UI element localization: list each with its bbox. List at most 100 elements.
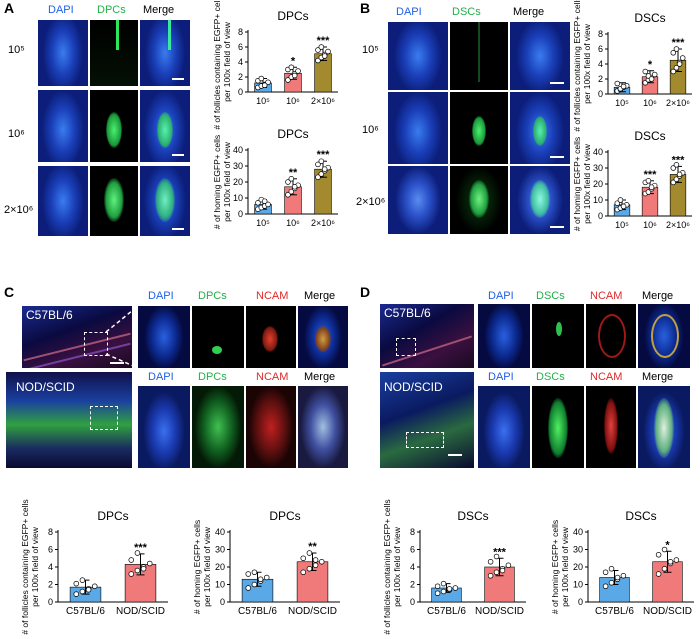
bar-chart-c-right: DPCs # of homing EGFP+ cellsper 100x fiel… [192, 509, 340, 617]
x-tick-label: NOD/SCID [643, 606, 692, 617]
data-point [608, 565, 615, 572]
microscopy-tile [510, 92, 570, 164]
data-point [673, 162, 680, 168]
y-tick-label: 10 [573, 580, 583, 590]
microscopy-tile [298, 386, 348, 468]
significance-label: *** [672, 37, 686, 49]
overview-tile [6, 372, 132, 468]
panel-label-a: A [4, 0, 15, 16]
microscopy-tile [450, 92, 508, 164]
data-point [306, 550, 313, 556]
microscopy-tile [510, 166, 570, 234]
data-point [128, 557, 135, 563]
x-tick-label: 10⁶ [286, 218, 300, 228]
microscopy-tile [450, 22, 508, 90]
x-tick-label: C57BL/6 [66, 606, 105, 617]
row-label-nodscid: NOD/SCID [384, 380, 443, 394]
y-tick-label: 0 [238, 87, 243, 97]
data-point [602, 569, 609, 575]
overview-tile [380, 372, 474, 468]
y-axis-label: # of follicles containing EGFP+ cellsper… [212, 0, 232, 130]
data-point [245, 571, 252, 577]
y-tick-label: 30 [573, 545, 583, 555]
row-label-nodscid: NOD/SCID [16, 380, 75, 394]
data-point [434, 583, 441, 589]
row-label-c57: C57BL/6 [26, 308, 73, 322]
data-point [645, 189, 652, 195]
y-tick-label: 4 [598, 59, 603, 69]
y-tick-label: 40 [233, 145, 243, 155]
data-point [620, 203, 627, 210]
data-point [263, 574, 270, 581]
header-dapi: DAPI [396, 6, 422, 18]
header-dpcs: DPCs [198, 290, 227, 302]
microscopy-tile [388, 92, 448, 164]
scale-bar [172, 78, 184, 80]
data-point [642, 68, 649, 75]
data-point [295, 68, 301, 74]
header-dpcs: DPCs [97, 4, 126, 16]
y-tick-label: 0 [238, 209, 243, 219]
data-point [318, 44, 325, 50]
microscopy-tile [246, 386, 296, 468]
y-tick-label: 6 [410, 545, 415, 555]
y-tick-label: 6 [48, 545, 53, 555]
data-point [493, 553, 500, 560]
data-point [258, 75, 265, 82]
microscopy-tile [638, 386, 690, 468]
microscopy-tile [138, 306, 190, 368]
data-point [79, 588, 86, 595]
y-tick-label: 4 [48, 562, 53, 572]
data-point [300, 555, 307, 561]
y-axis-label: # of homing EGFP+ cellsper 100x field of… [550, 520, 570, 614]
x-tick-label: 2×10⁶ [666, 98, 690, 108]
microscopy-tile [140, 90, 190, 162]
data-point [670, 68, 677, 75]
data-point [255, 200, 261, 206]
data-point [614, 574, 621, 581]
header-dscs: DSCs [536, 290, 565, 302]
data-point [452, 585, 459, 591]
data-point [670, 165, 677, 171]
y-tick-label: 40 [573, 527, 583, 537]
x-tick-label: 10⁵ [615, 98, 629, 108]
data-point [434, 590, 441, 596]
x-tick-label: C57BL/6 [238, 606, 277, 617]
y-axis-label: # of follicles containing EGFP+ cellsper… [572, 0, 592, 132]
data-point [620, 572, 627, 579]
microscopy-tile [450, 166, 508, 234]
significance-label: * [648, 59, 653, 71]
x-tick-label: 10⁵ [256, 96, 270, 106]
data-point [617, 197, 624, 203]
header-ncam: NCAM [256, 371, 289, 383]
panel-label-b: B [360, 0, 371, 16]
data-point [321, 53, 328, 59]
significance-label: *** [317, 149, 331, 161]
panel-label-c: C [4, 284, 15, 300]
data-point [676, 171, 683, 178]
y-axis-label: # of follicles containing EGFP+ cellsper… [20, 499, 40, 634]
y-tick-label: 2 [410, 580, 415, 590]
bar-chart-a-bottom: DPCs # of homing EGFP+ cellsper 100x fiel… [212, 127, 338, 229]
header-merge: Merge [513, 6, 545, 18]
header-merge: Merge [304, 371, 336, 383]
data-point [312, 557, 319, 563]
data-point [134, 550, 141, 556]
data-point [648, 184, 655, 190]
x-tick-label: 2×10⁶ [311, 218, 335, 228]
y-tick-label: 6 [238, 42, 243, 52]
y-axis-label: # of homing EGFP+ cellsper 100x field of… [572, 137, 592, 231]
data-point [620, 83, 627, 90]
row-label-2e6: 2×10⁶ [4, 204, 34, 216]
data-point [315, 174, 321, 180]
y-tick-label: 10 [215, 580, 225, 590]
data-point [146, 560, 153, 567]
data-point [306, 565, 313, 572]
header-dapi: DAPI [148, 371, 174, 383]
x-tick-label: 10⁶ [643, 220, 657, 230]
microscopy-tile [90, 90, 138, 162]
x-tick-label: 10⁶ [286, 96, 300, 106]
scale-bar [172, 154, 184, 156]
chart-title: DPCs [277, 127, 308, 141]
microscopy-tile [192, 306, 244, 368]
